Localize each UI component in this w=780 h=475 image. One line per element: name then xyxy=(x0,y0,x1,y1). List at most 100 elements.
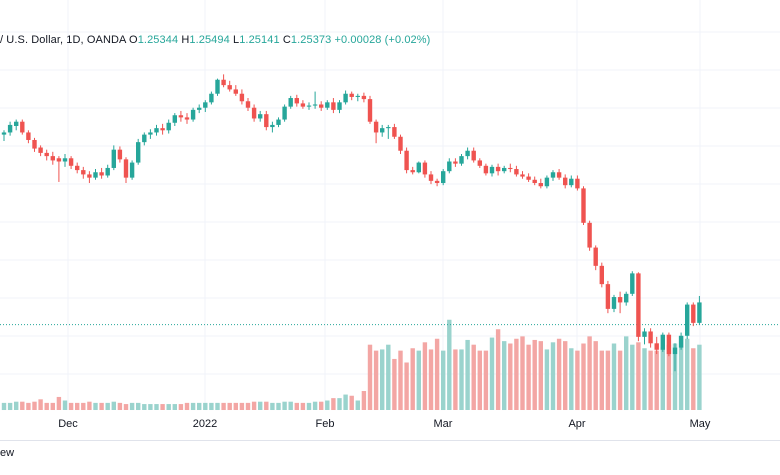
candle-body xyxy=(160,128,165,131)
candle-body xyxy=(81,170,86,175)
candle xyxy=(56,156,62,182)
candle xyxy=(654,336,659,355)
candle xyxy=(14,119,19,131)
candle xyxy=(184,113,190,124)
volume-bar xyxy=(593,341,598,411)
candle-body xyxy=(337,102,342,110)
candle-body xyxy=(319,104,324,108)
volume-bar xyxy=(611,343,617,410)
volume-bar xyxy=(44,402,49,411)
volume-bar xyxy=(599,350,604,411)
volume-bar xyxy=(7,402,13,411)
candle xyxy=(172,113,177,126)
candle-body xyxy=(233,89,238,94)
candle xyxy=(599,262,604,288)
candle-body xyxy=(221,79,226,86)
volume-bar xyxy=(581,343,586,410)
candle-body xyxy=(648,331,653,344)
candle-body xyxy=(697,302,702,323)
volume-bar xyxy=(392,358,397,410)
candle xyxy=(471,147,476,163)
volume-bar xyxy=(190,402,196,411)
volume-bar xyxy=(532,339,537,410)
low-label: L xyxy=(233,34,240,46)
candle xyxy=(593,245,598,271)
candle xyxy=(319,101,324,111)
candles xyxy=(1,74,702,372)
volume-bar xyxy=(654,350,659,411)
candle-body xyxy=(398,136,403,151)
candle-body xyxy=(56,158,62,162)
candle xyxy=(386,124,391,139)
symbol-label: / U.S. Dollar, 1D, OANDA xyxy=(0,34,126,46)
volume-bar xyxy=(685,338,690,410)
candle xyxy=(7,121,13,136)
candle-body xyxy=(50,156,55,161)
volume-bar xyxy=(251,401,257,410)
candle-body xyxy=(215,79,220,94)
volume-bar xyxy=(197,402,202,411)
candle-body xyxy=(581,188,586,223)
volume-bar xyxy=(361,391,367,410)
candle-body xyxy=(93,172,98,178)
candle-body xyxy=(166,122,171,131)
candle-body xyxy=(520,174,525,177)
candle xyxy=(276,117,281,128)
volume-bar xyxy=(502,341,507,411)
candle xyxy=(672,343,678,372)
volume-bar xyxy=(367,344,373,410)
candle-body xyxy=(20,121,25,133)
candle-body xyxy=(32,139,37,149)
candle-body xyxy=(569,178,574,186)
candle xyxy=(178,110,184,122)
candle xyxy=(550,170,556,181)
candle xyxy=(587,220,592,251)
volume-bar xyxy=(526,344,531,410)
candle xyxy=(611,294,617,313)
grid xyxy=(0,0,780,410)
volume-bar xyxy=(56,396,62,410)
candle-body xyxy=(441,171,446,184)
volume-bar xyxy=(672,343,678,410)
candle xyxy=(422,160,428,178)
x-tick-label: Dec xyxy=(58,418,78,430)
candle xyxy=(380,124,385,137)
volume-bar xyxy=(514,338,519,410)
candle xyxy=(392,123,397,139)
candle-body xyxy=(312,104,318,106)
candle-body xyxy=(587,222,592,248)
candle xyxy=(148,129,153,139)
volume-bar xyxy=(105,402,110,411)
candle-body xyxy=(502,167,507,172)
candle xyxy=(117,146,123,163)
candle-body xyxy=(459,156,464,164)
volume-bar xyxy=(373,350,379,411)
volume-bar xyxy=(416,350,421,411)
candle xyxy=(544,175,550,189)
candle xyxy=(605,280,611,314)
candle-body xyxy=(282,106,287,120)
candle xyxy=(575,175,580,191)
candle xyxy=(520,171,525,179)
candle-body xyxy=(471,150,476,161)
candle xyxy=(538,178,543,189)
volume-bar xyxy=(465,339,470,410)
x-axis: Dec 2022 Feb Mar Apr May xyxy=(58,418,711,430)
candle-body xyxy=(380,128,385,133)
candle-body xyxy=(404,150,409,171)
candle xyxy=(154,124,159,136)
candle xyxy=(502,165,507,174)
candle xyxy=(68,156,74,170)
candle xyxy=(123,157,129,184)
candle xyxy=(264,110,269,131)
volume-bar xyxy=(453,349,458,410)
candle-body xyxy=(630,273,635,294)
volume-bar xyxy=(691,348,696,410)
candle xyxy=(20,119,25,135)
candle xyxy=(160,123,165,135)
volume-bar xyxy=(300,402,306,411)
volume-bar xyxy=(636,342,641,410)
candle-body xyxy=(367,99,373,122)
